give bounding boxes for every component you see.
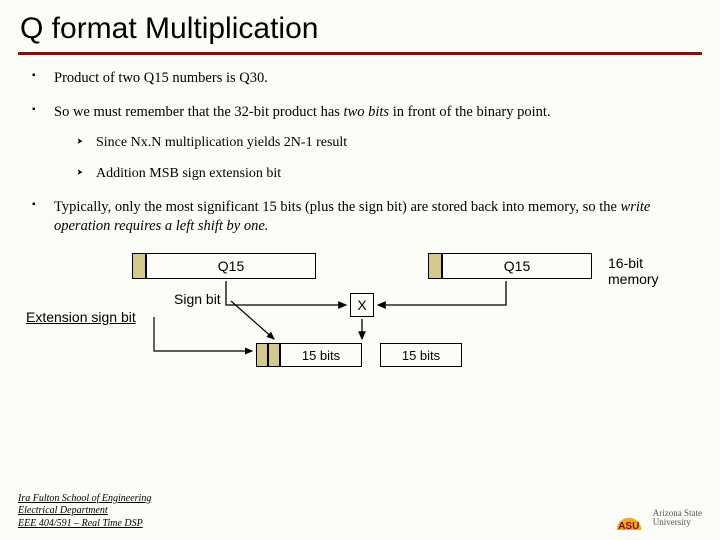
sub-bullet-list: Since Nx.N multiplication yields 2N-1 re…: [54, 134, 694, 184]
q15-b-signbox: [428, 253, 442, 279]
result-ext-box: [256, 343, 268, 367]
result-bits-a: 15 bits: [280, 343, 362, 367]
diagram: Q15 Q15 16-bit memory Sign bit Extension…: [26, 251, 694, 401]
bullet-2-text-c: in front of the binary point.: [389, 104, 550, 120]
result-sign-box: [268, 343, 280, 367]
memory-label: 16-bit memory: [608, 255, 694, 287]
sub-bullet-2: Addition MSB sign extension bit: [54, 165, 694, 184]
footer-line-1: Ira Fulton School of Engineering: [18, 493, 151, 506]
bullet-2-text-a: So we must remember that the 32-bit prod…: [54, 104, 344, 120]
signbit-label: Sign bit: [174, 291, 221, 307]
content-area: Product of two Q15 numbers is Q30. So we…: [0, 55, 720, 401]
extension-label: Extension sign bit: [26, 309, 136, 325]
bullet-2: So we must remember that the 32-bit prod…: [26, 103, 694, 184]
q15-a-signbox: [132, 253, 146, 279]
result-bits-b: 15 bits: [380, 343, 462, 367]
asu-logo: Arizona State University: [611, 506, 702, 530]
asu-logo-line-2: University: [653, 518, 702, 527]
footer-line-3: EEE 404/591 – Real Time DSP: [18, 518, 151, 531]
bullet-3: Typically, only the most significant 15 …: [26, 198, 694, 237]
asu-sun-icon: [611, 506, 647, 530]
bullet-3-text-a: Typically, only the most significant 15 …: [54, 199, 621, 215]
bullet-list: Product of two Q15 numbers is Q30. So we…: [26, 69, 694, 237]
q15-a-box: Q15: [146, 253, 316, 279]
asu-logo-text: Arizona State University: [653, 509, 702, 528]
bullet-2-text-b: two bits: [344, 104, 390, 120]
q15-b-box: Q15: [442, 253, 592, 279]
bullet-1: Product of two Q15 numbers is Q30.: [26, 69, 694, 89]
page-title: Q format Multiplication: [0, 0, 720, 52]
diagram-arrows: [26, 251, 694, 401]
footer: Ira Fulton School of Engineering Electri…: [18, 493, 151, 531]
sub-bullet-1: Since Nx.N multiplication yields 2N-1 re…: [54, 134, 694, 153]
multiply-icon: X: [350, 293, 374, 317]
footer-line-2: Electrical Department: [18, 505, 151, 518]
